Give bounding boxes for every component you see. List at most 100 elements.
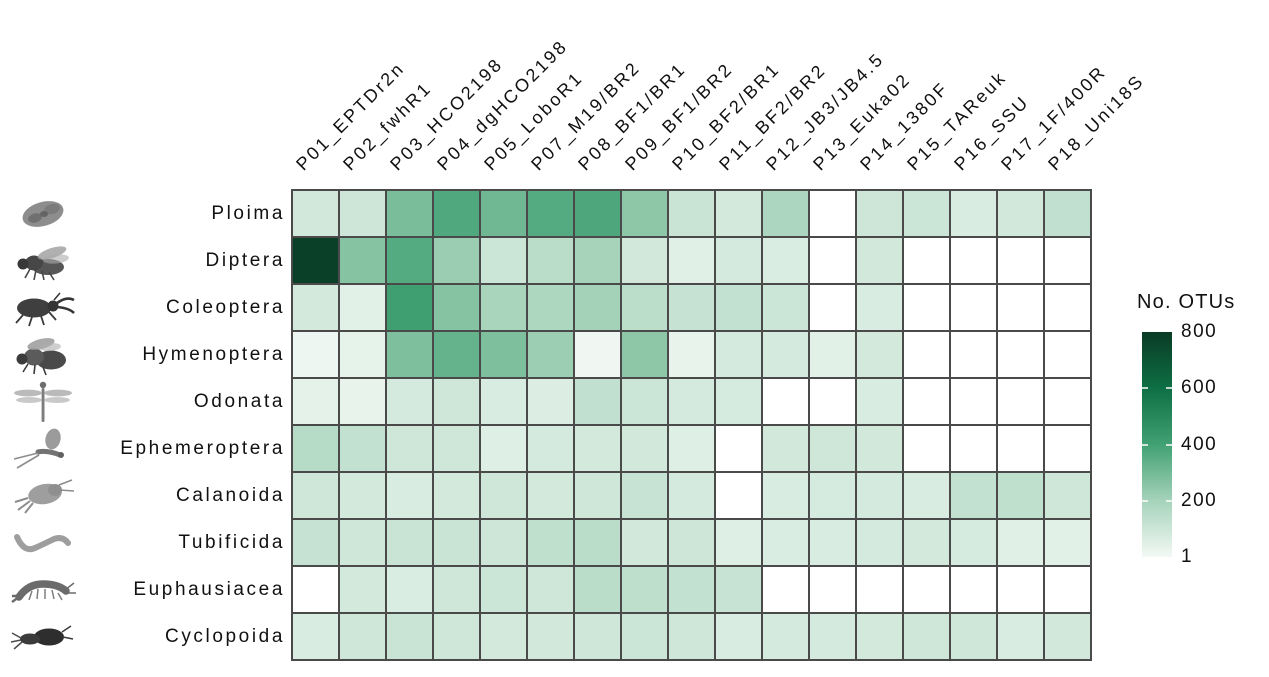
heatmap-cell bbox=[998, 614, 1043, 659]
heatmap-cell bbox=[810, 285, 855, 330]
heatmap-cell bbox=[763, 426, 808, 471]
heatmap-cell bbox=[998, 332, 1043, 377]
row-label: Diptera bbox=[205, 249, 285, 271]
heatmap-cell bbox=[763, 567, 808, 612]
heatmap-cell bbox=[904, 567, 949, 612]
heatmap-cell bbox=[434, 426, 479, 471]
heatmap-cell bbox=[528, 473, 573, 518]
heatmap-cell bbox=[434, 614, 479, 659]
legend-tick-mark bbox=[1166, 387, 1172, 390]
heatmap-cell bbox=[434, 285, 479, 330]
heatmap-cell bbox=[293, 473, 338, 518]
heatmap-cell bbox=[340, 285, 385, 330]
heatmap-cell bbox=[434, 567, 479, 612]
heatmap-cell bbox=[810, 473, 855, 518]
legend-tick-mark bbox=[1142, 443, 1148, 446]
heatmap-cell bbox=[528, 238, 573, 283]
heatmap-cell bbox=[481, 426, 526, 471]
heatmap-cell bbox=[763, 285, 808, 330]
heatmap-cell bbox=[810, 426, 855, 471]
heatmap-cell bbox=[434, 520, 479, 565]
heatmap-cell bbox=[810, 191, 855, 236]
heatmap-cell bbox=[857, 191, 902, 236]
heatmap-cell bbox=[434, 332, 479, 377]
heatmap-cell bbox=[716, 238, 761, 283]
heatmap-cell bbox=[575, 567, 620, 612]
heatmap-cell bbox=[904, 332, 949, 377]
heatmap-cell bbox=[575, 332, 620, 377]
legend-tick-label: 400 bbox=[1181, 433, 1218, 455]
heatmap-cell bbox=[293, 567, 338, 612]
row-label: Coleoptera bbox=[166, 296, 285, 318]
heatmap-cell bbox=[669, 567, 714, 612]
heatmap-cell bbox=[951, 473, 996, 518]
legend-tick-label: 800 bbox=[1181, 321, 1218, 342]
heatmap-cell bbox=[951, 191, 996, 236]
row-label: Euphausiacea bbox=[133, 578, 285, 600]
heatmap-cell bbox=[481, 238, 526, 283]
heatmap-cell bbox=[857, 379, 902, 424]
heatmap-cell bbox=[998, 520, 1043, 565]
heatmap-cell bbox=[810, 614, 855, 659]
row-label: Ploima bbox=[211, 202, 285, 224]
legend-tick-label: 200 bbox=[1181, 489, 1218, 511]
heatmap-cell bbox=[622, 379, 667, 424]
heatmap-cell bbox=[528, 379, 573, 424]
heatmap-cell bbox=[481, 332, 526, 377]
heatmap-cell bbox=[528, 567, 573, 612]
row-label: Tubificida bbox=[178, 531, 285, 553]
heatmap-cell bbox=[998, 473, 1043, 518]
heatmap-cell bbox=[387, 285, 432, 330]
heatmap-cell bbox=[669, 379, 714, 424]
heatmap-cell bbox=[716, 191, 761, 236]
heatmap-cell bbox=[622, 191, 667, 236]
heatmap-cell bbox=[669, 614, 714, 659]
heatmap-cell bbox=[622, 614, 667, 659]
heatmap-cell bbox=[951, 520, 996, 565]
heatmap-cell bbox=[716, 379, 761, 424]
heatmap-cell bbox=[340, 567, 385, 612]
heatmap-cell bbox=[340, 520, 385, 565]
heatmap-cell bbox=[293, 332, 338, 377]
heatmap-cell bbox=[481, 379, 526, 424]
heatmap-cell bbox=[998, 567, 1043, 612]
heatmap-cell bbox=[434, 238, 479, 283]
heatmap-cell bbox=[528, 332, 573, 377]
heatmap-cell bbox=[810, 567, 855, 612]
heatmap-cell bbox=[1045, 332, 1090, 377]
heatmap-cell bbox=[669, 520, 714, 565]
heatmap-grid bbox=[291, 189, 1092, 661]
heatmap-cell bbox=[622, 473, 667, 518]
heatmap-cell bbox=[951, 614, 996, 659]
heatmap-cell bbox=[528, 520, 573, 565]
heatmap-cell bbox=[904, 520, 949, 565]
heatmap-cell bbox=[434, 473, 479, 518]
heatmap-cell bbox=[340, 238, 385, 283]
heatmap-cell bbox=[575, 238, 620, 283]
heatmap-cell bbox=[904, 473, 949, 518]
heatmap-cell bbox=[528, 426, 573, 471]
heatmap-cell bbox=[716, 520, 761, 565]
heatmap-cell bbox=[669, 285, 714, 330]
heatmap-cell bbox=[293, 238, 338, 283]
heatmap-cell bbox=[575, 285, 620, 330]
heatmap-cell bbox=[763, 191, 808, 236]
heatmap-cell bbox=[575, 520, 620, 565]
heatmap-cell bbox=[857, 567, 902, 612]
heatmap-cell bbox=[387, 379, 432, 424]
heatmap-cell bbox=[857, 332, 902, 377]
heatmap-cell bbox=[810, 520, 855, 565]
heatmap-cell bbox=[622, 520, 667, 565]
heatmap-cell bbox=[622, 332, 667, 377]
heatmap-cell bbox=[481, 614, 526, 659]
heatmap-cell bbox=[763, 379, 808, 424]
heatmap-cell bbox=[293, 426, 338, 471]
heatmap-cell bbox=[1045, 473, 1090, 518]
heatmap-cell bbox=[575, 379, 620, 424]
heatmap-cell bbox=[951, 379, 996, 424]
heatmap-cell bbox=[1045, 238, 1090, 283]
heatmap-cell bbox=[575, 614, 620, 659]
heatmap-cell bbox=[951, 332, 996, 377]
heatmap-cell bbox=[904, 238, 949, 283]
heatmap-cell bbox=[716, 614, 761, 659]
